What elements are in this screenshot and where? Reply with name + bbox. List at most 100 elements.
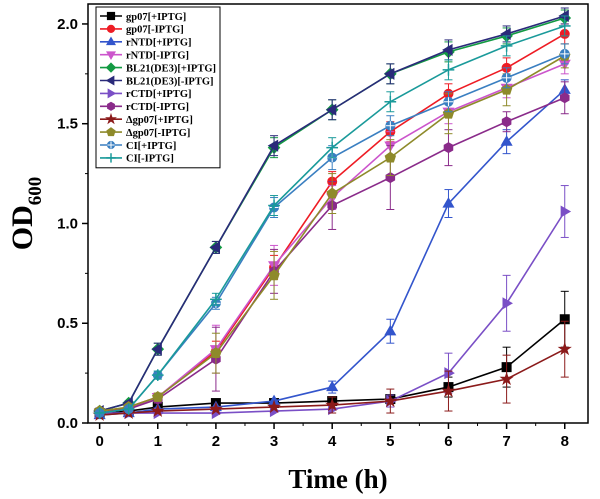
legend-entry: BL21(DE3)[+IPTG] <box>100 62 216 74</box>
legend-label: rCTD[-IPTG] <box>126 102 189 113</box>
series-11 <box>93 15 571 419</box>
legend-marker <box>106 140 116 150</box>
legend-marker <box>106 127 116 137</box>
data-point <box>500 27 511 40</box>
series-line <box>99 318 566 414</box>
data-point <box>151 369 164 381</box>
data-point <box>442 107 455 119</box>
axis-layer: 0 1 2 3 4 5 6 7 8 0.0 0.5 1.0 1.5 2.0 <box>57 16 569 450</box>
legend-marker <box>105 112 117 125</box>
legend-label: rNTD[-IPTG] <box>126 51 189 62</box>
x-tick-label: 1 <box>154 433 162 450</box>
legend-entry: Δgp07[+IPTG] <box>100 112 193 126</box>
x-tick-label: 8 <box>561 433 569 450</box>
legend-entry: rNTD[+IPTG] <box>100 36 191 49</box>
data-point <box>326 380 339 392</box>
data-point <box>384 324 397 336</box>
data-point <box>500 135 513 146</box>
series-line <box>99 211 566 414</box>
y-axis-title-subscript: 600 <box>25 177 46 206</box>
y-axis-title: OD600 <box>6 177 46 251</box>
data-point <box>93 407 106 419</box>
data-point <box>559 92 570 104</box>
legend-marker <box>106 153 116 163</box>
data-point <box>442 63 455 76</box>
y-tick-label: 1.0 <box>57 215 78 232</box>
legend: gp07[+IPTG] gp07[-IPTG] rNTD[+IPTG] rNTD[-I… <box>95 6 221 169</box>
y-tick-label: 0.5 <box>57 315 78 332</box>
series-layer <box>92 7 572 422</box>
legend-entry: gp07[-IPTG] <box>100 25 184 36</box>
data-point <box>500 83 513 95</box>
legend-label: gp07[-IPTG] <box>126 25 184 36</box>
data-point <box>268 199 280 212</box>
legend-marker <box>107 88 117 99</box>
legend-entry: gp07[+IPTG] <box>100 12 186 23</box>
data-point <box>443 142 454 154</box>
data-point <box>152 391 164 402</box>
data-point <box>559 48 570 59</box>
legend-marker <box>105 75 115 86</box>
series-line <box>99 97 566 414</box>
legend-entry: rNTD[-IPTG] <box>100 51 189 62</box>
data-point <box>442 43 453 56</box>
series-line <box>99 15 565 412</box>
legend-label: rCTD[+IPTG] <box>126 89 191 100</box>
legend-marker <box>105 36 117 46</box>
data-point <box>444 367 455 380</box>
data-point <box>326 141 339 154</box>
data-point <box>325 103 337 116</box>
plot-frame <box>87 3 589 424</box>
legend-marker <box>106 24 116 33</box>
data-point <box>384 95 397 108</box>
series-line <box>99 55 566 412</box>
data-point <box>558 20 571 32</box>
y-axis-title-main: OD <box>6 205 39 250</box>
x-tick-label: 0 <box>95 433 103 450</box>
data-point <box>209 241 221 254</box>
legend-marker <box>105 51 117 61</box>
y-tick-label: 0.0 <box>57 415 78 432</box>
x-tick-label: 4 <box>328 433 337 450</box>
data-point <box>267 139 279 152</box>
data-point <box>560 205 572 218</box>
series-line <box>99 348 566 416</box>
series-line <box>99 63 566 414</box>
legend-entry: Δgp07[-IPTG] <box>100 127 190 139</box>
legend-marker <box>105 62 117 73</box>
legend-marker <box>107 101 115 111</box>
legend-entry: rCTD[-IPTG] <box>100 101 189 113</box>
legend-box <box>95 6 221 169</box>
legend-label: Δgp07[-IPTG] <box>126 128 190 139</box>
data-point <box>502 297 514 310</box>
legend-label: rNTD[+IPTG] <box>126 38 191 49</box>
y-tick-label: 2.0 <box>57 16 78 33</box>
legend-label: BL21(DE3)[+IPTG] <box>126 63 216 74</box>
series-line <box>99 25 566 414</box>
series-line <box>99 89 566 416</box>
x-tick-label: 3 <box>270 433 278 450</box>
data-point <box>557 341 572 356</box>
x-tick-label: 6 <box>444 433 452 450</box>
data-point <box>384 151 397 163</box>
legend-entry: rCTD[+IPTG] <box>100 88 191 100</box>
legend-marker <box>106 11 116 21</box>
data-point <box>268 269 280 281</box>
x-tick-label: 7 <box>502 433 510 450</box>
data-point <box>151 343 162 356</box>
legend-entry: BL21(DE3)[-IPTG] <box>100 75 214 87</box>
legend-label: CI[-IPTG] <box>126 154 174 165</box>
y-tick-label: 1.5 <box>57 116 78 133</box>
data-point <box>383 393 398 408</box>
data-point <box>441 383 456 398</box>
data-point <box>210 293 222 306</box>
x-tick-label: 2 <box>212 433 220 450</box>
data-point <box>383 67 395 80</box>
x-tick-label: 5 <box>386 433 394 450</box>
data-point <box>150 403 165 418</box>
data-point <box>500 40 513 52</box>
data-point <box>499 371 514 386</box>
legend-label: CI[+IPTG] <box>126 141 176 152</box>
data-point <box>210 347 222 359</box>
